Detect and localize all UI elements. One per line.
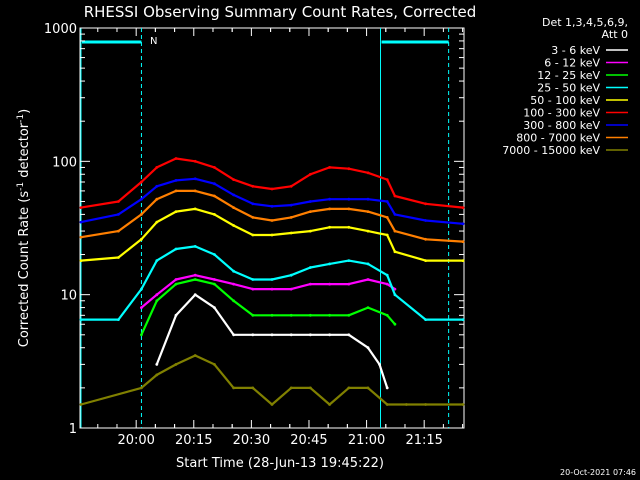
legend-label-6: 300 - 800 keV <box>523 119 600 132</box>
y-axis-label: Corrected Count Rate (s-1 detector-1) <box>16 109 32 347</box>
legend-label-3: 25 - 50 keV <box>537 82 600 95</box>
legend-label-5: 100 - 300 keV <box>523 107 600 120</box>
series-line-6 <box>80 177 464 225</box>
series-line-2 <box>140 278 396 336</box>
series-8 <box>79 354 465 406</box>
y-tick-label-3: 1000 <box>44 22 77 37</box>
x-tick-label-3: 20:45 <box>290 433 327 448</box>
series-line-8 <box>80 354 463 406</box>
series-0 <box>155 293 389 390</box>
x-axis-label: Start Time (28-Jun-13 19:45:22) <box>176 456 384 471</box>
series-6 <box>79 177 465 226</box>
legend-label-1: 6 - 12 keV <box>544 57 600 70</box>
series-3 <box>79 245 465 321</box>
y-tick-label-1: 10 <box>60 289 77 304</box>
legend-header-line-1: Det 1,3,4,5,6,9, <box>542 16 628 29</box>
y-tick-label-0: 1 <box>69 422 77 437</box>
x-tick-label-0: 20:00 <box>117 433 154 448</box>
plot-frame <box>79 27 465 429</box>
y-axis-label-sup2: -1 <box>16 114 26 123</box>
series-line-7 <box>80 189 464 243</box>
legend-label-8: 7000 - 15000 keV <box>502 144 600 157</box>
series-line-3 <box>81 245 463 321</box>
series-5 <box>79 157 465 210</box>
legend-label-2: 12 - 25 keV <box>537 69 600 82</box>
x-tick-label-4: 21:00 <box>348 433 385 448</box>
series-line-4 <box>80 207 463 262</box>
y-tick-label-2: 100 <box>52 155 77 170</box>
legend-header-line-2: Att 0 <box>602 28 628 41</box>
series-1 <box>140 273 397 309</box>
legend-label-7: 800 - 7000 keV <box>516 132 600 145</box>
x-tick-label-5: 21:15 <box>405 433 442 448</box>
footer-date: 20-Oct-2021 07:46 <box>560 468 636 477</box>
series-line-0 <box>155 293 389 389</box>
chart-title: RHESSI Observing Summary Count Rates, Co… <box>84 3 477 21</box>
x-tick-label-1: 20:15 <box>175 433 212 448</box>
series-line-5 <box>80 157 464 209</box>
series-7 <box>79 189 465 244</box>
series-2 <box>140 278 397 337</box>
y-axis-label-sup1: -1 <box>16 182 26 191</box>
legend-label-4: 50 - 100 keV <box>530 94 600 107</box>
night-marker: N <box>150 36 157 47</box>
plot-area: 1 10 100 1000 20:00 20:15 20:30 20:45 21:00 21:15… <box>44 22 465 448</box>
legend-label-0: 3 - 6 keV <box>551 44 600 57</box>
series-line-1 <box>140 274 396 309</box>
x-tick-label-2: 20:30 <box>233 433 270 448</box>
series-4 <box>79 207 465 262</box>
y-axis-label-main: Corrected Count Rate (s <box>17 191 32 348</box>
y-axis-label-mid: detector <box>17 122 32 182</box>
y-axis-label-end: ) <box>17 109 32 114</box>
